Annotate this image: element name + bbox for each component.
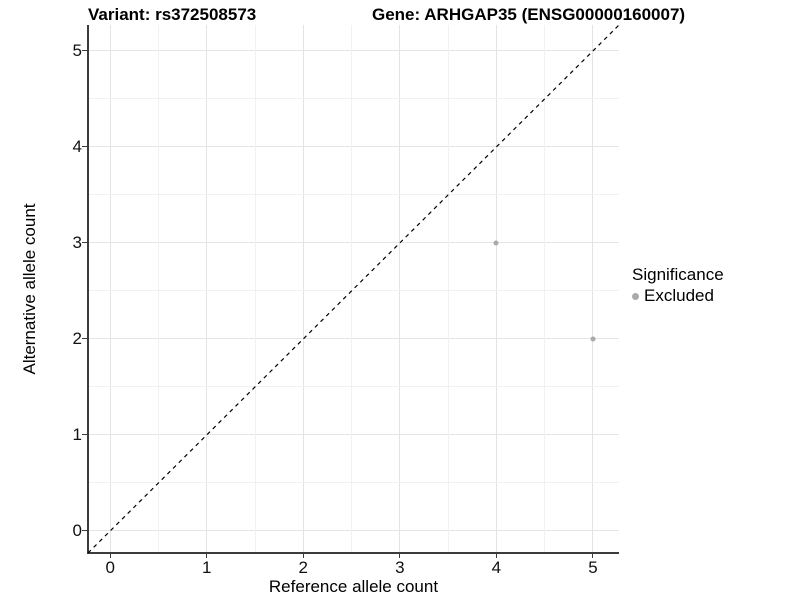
x-tick-label: 0 — [105, 558, 115, 577]
y-axis-line — [87, 25, 89, 554]
gridline-y-minor — [88, 194, 619, 196]
gridline-x-major — [399, 25, 401, 553]
x-tick-mark — [592, 553, 594, 558]
x-tick-mark — [109, 553, 111, 558]
gridline-y-minor — [88, 386, 619, 388]
plot-title-variant: Variant: rs372508573 — [88, 5, 257, 24]
gridline-x-major — [592, 25, 594, 553]
y-tick-mark — [82, 242, 87, 244]
y-tick-label: 3 — [72, 232, 82, 252]
y-tick-mark — [82, 434, 87, 436]
gridline-x-major — [302, 25, 304, 553]
gridline-x-minor — [157, 25, 159, 553]
x-tick-mark — [206, 553, 208, 558]
y-tick-label: 0 — [72, 520, 82, 540]
gridline-x-minor — [447, 25, 449, 553]
x-axis-line — [87, 552, 619, 554]
x-tick-mark — [399, 553, 401, 558]
gridline-x-minor — [351, 25, 353, 553]
x-tick-label: 2 — [298, 558, 309, 577]
x-tick-mark — [302, 553, 304, 558]
gridline-x-major — [495, 25, 497, 553]
gridline-y-major — [88, 434, 619, 436]
plot-panel: 0 1 2 3 4 5 0 1 2 3 4 5 — [73, 24, 620, 577]
gridline-y-major — [88, 242, 619, 244]
gridline-y-major — [88, 338, 619, 340]
y-tick-mark — [82, 50, 87, 52]
x-tick-label: 5 — [588, 558, 598, 577]
gridline-y-major — [88, 146, 619, 148]
y-tick-mark — [82, 338, 87, 340]
gridline-y-major — [88, 50, 619, 52]
y-tick-label: 4 — [72, 136, 82, 156]
y-tick-label: 1 — [72, 424, 82, 444]
legend-item-label: Excluded — [644, 286, 714, 305]
gridline-y-major — [88, 530, 619, 532]
gridline-y-minor — [88, 98, 619, 100]
y-axis-title: Alternative allele count — [20, 203, 39, 375]
x-tick-label: 3 — [395, 558, 405, 577]
gridline-y-minor — [88, 482, 619, 484]
x-tick-label: 1 — [202, 558, 212, 577]
gridline-x-major — [109, 25, 111, 553]
x-tick-mark — [495, 553, 497, 558]
data-point — [590, 336, 596, 342]
x-tick-label: 4 — [491, 558, 502, 577]
legend: Significance Excluded — [632, 265, 724, 306]
y-tick-label: 5 — [72, 40, 82, 60]
gridline-x-minor — [254, 25, 256, 553]
legend-item-excluded: Excluded — [632, 286, 724, 306]
data-point — [493, 240, 499, 246]
x-axis-title: Reference allele count — [268, 577, 439, 596]
identity-line — [87, 24, 620, 554]
gridline-y-minor — [88, 290, 619, 292]
y-tick-mark — [82, 530, 87, 532]
y-tick-mark — [82, 146, 87, 148]
y-tick-label: 2 — [72, 328, 82, 348]
gridline-x-minor — [544, 25, 546, 553]
gridline-x-major — [206, 25, 208, 553]
plot-title-gene: Gene: ARHGAP35 (ENSG00000160007) — [372, 5, 686, 24]
legend-title: Significance — [632, 265, 724, 284]
legend-point-icon — [632, 292, 639, 300]
